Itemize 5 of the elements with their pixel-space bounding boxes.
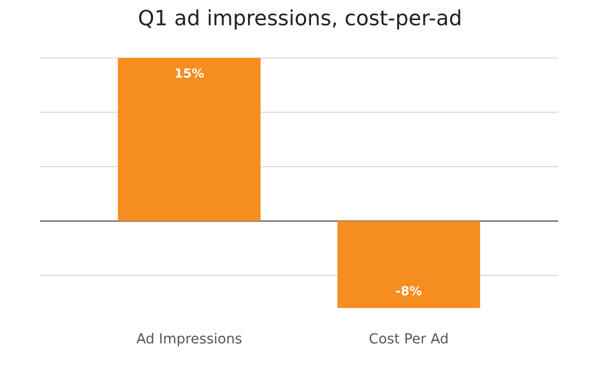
x-tick-label: Ad Impressions: [136, 332, 242, 346]
x-tick-label: Cost Per Ad: [370, 332, 448, 344]
chart-title: Q1 ad impressions, cost-per-ad: [139, 9, 460, 30]
data-label: 15%: [176, 68, 204, 78]
data-label: -8%: [396, 286, 422, 296]
